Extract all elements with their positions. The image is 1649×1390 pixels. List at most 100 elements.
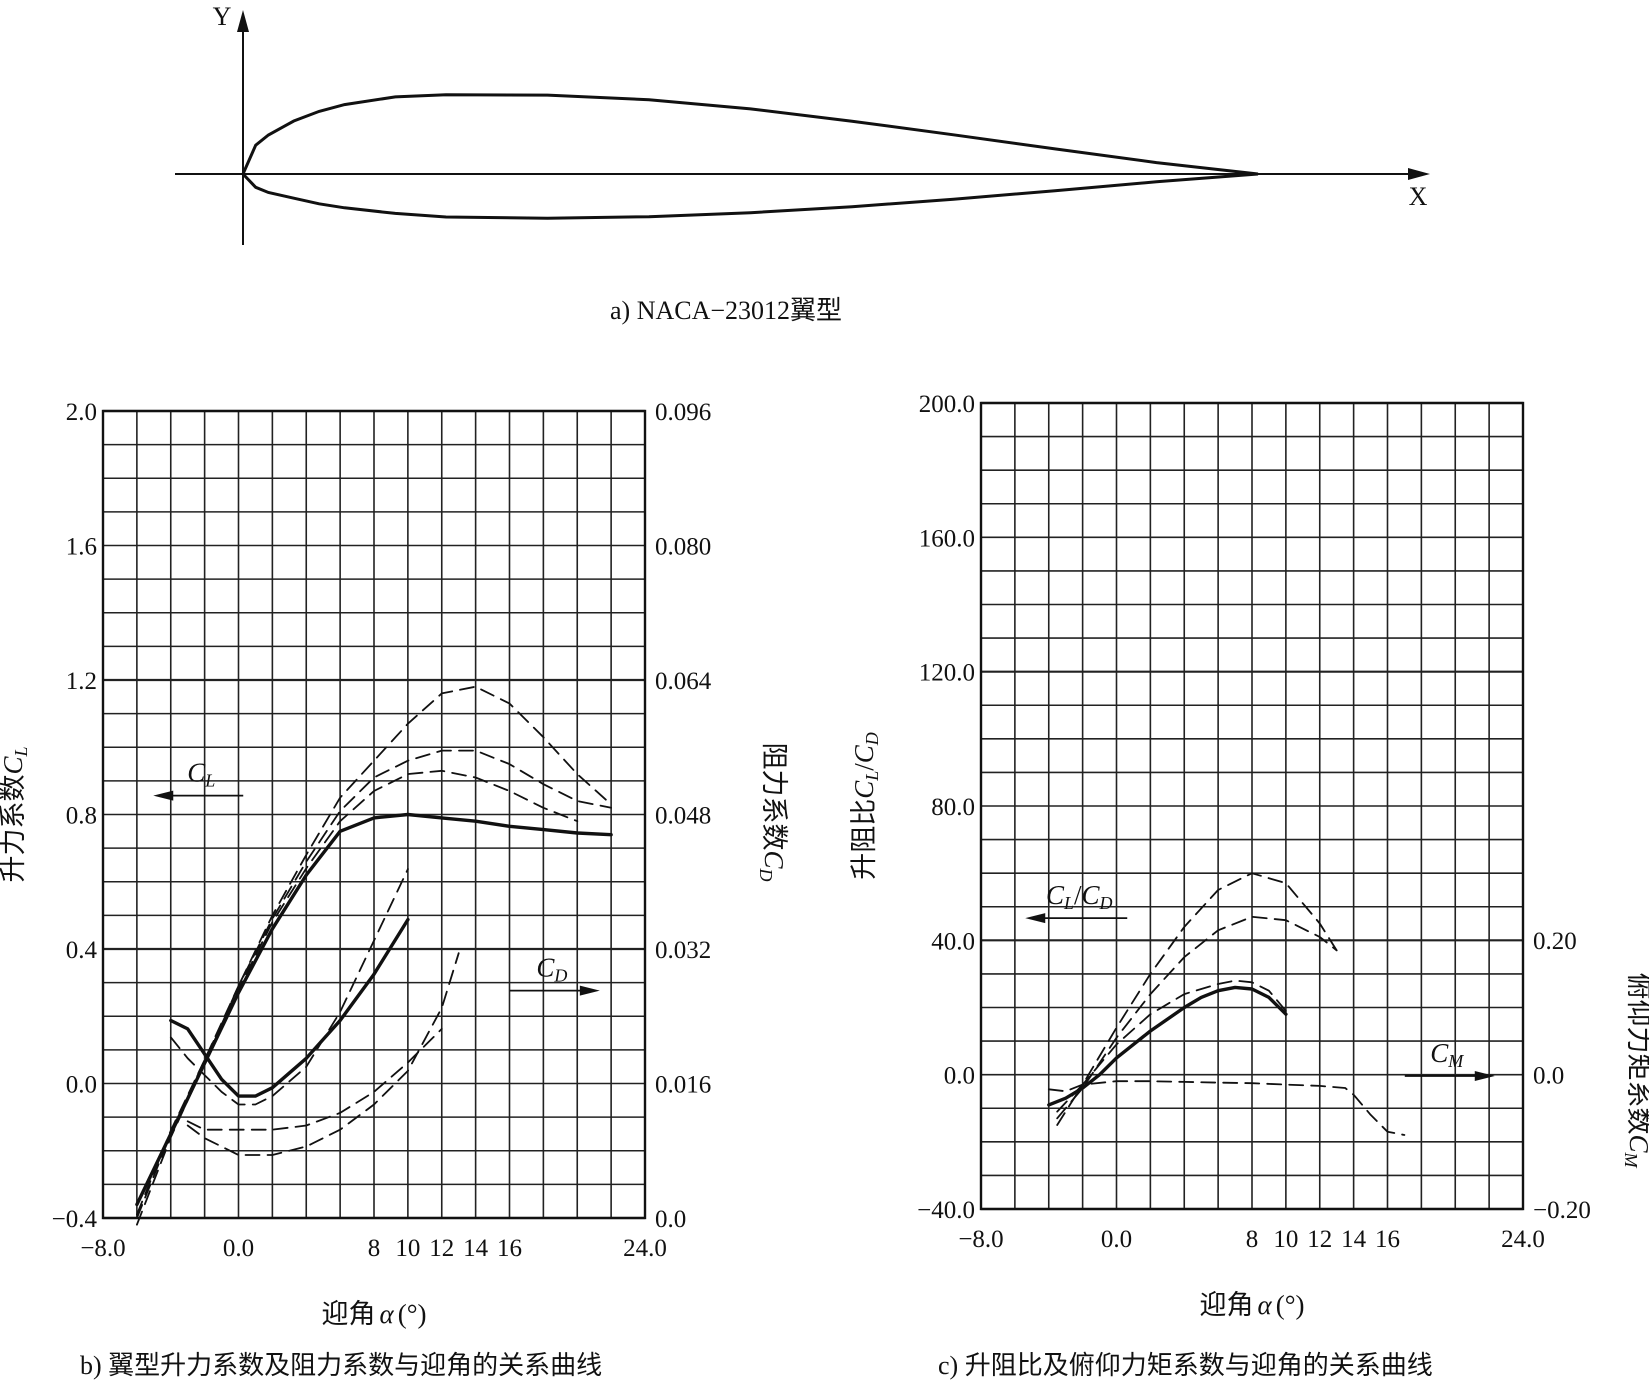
y-right-tick-label: 0.096: [655, 399, 711, 426]
x-axis-arrowhead: [1408, 168, 1430, 180]
annotation-symbol: C: [1430, 1038, 1449, 1068]
x-tick-label: 24.0: [1501, 1226, 1545, 1253]
y-left-axis-label-sub2: D: [862, 732, 882, 746]
airfoil-lower-surface: [241, 172, 1259, 220]
y-left-tick-label: 40.0: [931, 928, 975, 955]
x-tick-label: 24.0: [623, 1235, 667, 1262]
x-tick-label: 0.0: [1101, 1226, 1132, 1253]
annotation-sub2: D: [1099, 893, 1113, 913]
x-axis-label: X: [1409, 182, 1428, 211]
y-left-axis-label-sub: L: [11, 746, 31, 757]
y-left-tick-label: 0.0: [944, 1063, 975, 1090]
caption-b: b) 翼型升力系数及阻力系数与迎角的关系曲线: [80, 1351, 603, 1380]
y-right-tick-label: 0.20: [1533, 928, 1577, 955]
y-right-tick-label: 0.048: [655, 803, 711, 830]
x-axis-label: 迎角 α (°): [322, 1299, 427, 1329]
x-tick-label: 16: [1375, 1226, 1400, 1253]
series-line-5-dashed-right: [1047, 1080, 1406, 1136]
x-tick-label: 16: [497, 1235, 522, 1262]
series-line-3-dashed-left: [1056, 915, 1338, 1120]
y-left-tick-label: 80.0: [931, 794, 975, 821]
y-left-axis-label: 升阻比CL/CD: [849, 732, 882, 880]
y-right-tick-label: 0.032: [655, 937, 711, 964]
series-line-6-dashed-right: [169, 868, 409, 1106]
series-line-2-dashed-left: [1056, 979, 1287, 1126]
series-line-5-solid-right: [169, 917, 410, 1098]
y-right-tick-label: 0.0: [1533, 1063, 1564, 1090]
y-right-axis-label: 阻力系数CD: [756, 742, 789, 881]
airfoil-upper-surface: [241, 93, 1259, 176]
y-left-tick-label: 1.2: [66, 668, 97, 695]
annotation-symbol: C: [536, 953, 555, 983]
y-axis-label: Y: [213, 2, 232, 31]
y-left-tick-label: 2.0: [66, 399, 97, 426]
annotation-symbol: C: [187, 758, 206, 788]
y-right-tick-label: 0.0: [655, 1206, 686, 1233]
y-right-axis-label-symbol: C: [759, 850, 789, 869]
x-axis-label-text: 迎角: [1200, 1290, 1254, 1320]
plot-frame: [101, 409, 647, 1220]
x-tick-label: 14: [463, 1235, 489, 1262]
y-right-axis-label-sub: D: [756, 868, 776, 882]
annotation-label-1: CL: [187, 758, 215, 791]
series-line-3-dashed-left: [136, 749, 612, 1219]
y-left-tick-label: 200.0: [919, 391, 975, 418]
x-axis-label-text: 迎角: [322, 1299, 376, 1329]
chart-lift-drag-ratio-moment: −8.0 0.0 8 10 12 14 16 24.0 −40.0 0.0 40.0 80.0 120.…: [849, 391, 1649, 1320]
y-left-axis-label-slash: /: [849, 763, 879, 771]
x-axis-label-unit: (°): [398, 1299, 427, 1329]
x-tick-label: 10: [1273, 1226, 1298, 1253]
annotation-label-2: CD: [536, 953, 567, 986]
annotation-arrowhead-left: [1025, 913, 1046, 924]
series-line-4-dashed-left: [1056, 872, 1338, 1113]
y-axis-arrowhead: [237, 10, 249, 32]
annotation-sub: D: [553, 966, 567, 986]
annotation-symbol2: C: [1082, 880, 1101, 910]
x-axis-label-symbol: α: [1258, 1290, 1273, 1320]
y-right-axis-label-sub: M: [1621, 1152, 1641, 1169]
annotation-symbol: C: [1046, 880, 1065, 910]
y-left-axis-label-symbol: C: [849, 780, 879, 799]
annotation-slash: /: [1074, 880, 1082, 910]
y-left-tick-label: 0.0: [66, 1072, 97, 1099]
y-left-axis-label-text: 升力系数: [0, 775, 28, 883]
y-left-tick-label: 1.6: [66, 534, 97, 561]
y-left-axis-label: 升力系数CL: [0, 746, 31, 882]
annotation-label-1: CL/CD: [1046, 880, 1113, 913]
y-right-tick-label: −0.20: [1533, 1197, 1591, 1224]
annotation-sub: M: [1447, 1051, 1464, 1071]
x-axis-label: 迎角 α (°): [1200, 1290, 1305, 1320]
x-tick-label: 14: [1341, 1226, 1367, 1253]
series-line-1-solid-left: [1047, 985, 1288, 1107]
x-tick-label: 0.0: [223, 1235, 254, 1262]
y-right-axis-label-symbol: C: [1624, 1134, 1649, 1153]
x-axis-label-symbol: α: [380, 1299, 395, 1329]
chart-lift-drag: −8.0 0.0 8 10 12 14 16 24.0 −0.4 0.0 0.4 0.8 1.2 1.6 2…: [0, 399, 789, 1329]
y-right-tick-label: 0.016: [655, 1072, 711, 1099]
annotation-arrowhead-right: [1474, 1070, 1495, 1081]
series-line-8-dashed-right: [186, 1028, 443, 1131]
annotation-sub: L: [204, 771, 215, 791]
x-axis-label-unit: (°): [1276, 1290, 1305, 1320]
y-left-axis-label-sub: L: [862, 771, 882, 782]
y-left-tick-label: 120.0: [919, 660, 975, 687]
y-left-axis-label-symbol2: C: [849, 744, 879, 763]
annotation-arrowhead-right: [579, 985, 600, 996]
caption-a: a) NACA−23012翼型: [610, 296, 843, 325]
y-left-tick-label: 160.0: [919, 525, 975, 552]
y-left-axis-label-symbol: C: [0, 756, 28, 775]
y-right-tick-label: 0.064: [655, 668, 712, 695]
plot-frame: [979, 401, 1525, 1211]
y-left-tick-label: 0.8: [66, 803, 97, 830]
annotation-arrowhead-left: [153, 790, 174, 801]
x-tick-label: −8.0: [80, 1235, 125, 1262]
x-tick-label: 8: [368, 1235, 381, 1262]
annotation-sub: L: [1063, 893, 1074, 913]
y-left-tick-label: 0.4: [66, 937, 98, 964]
y-right-axis-label: 俯仰力矩系数CM: [1621, 972, 1649, 1168]
x-tick-label: 10: [395, 1235, 420, 1262]
y-left-tick-label: −40.0: [917, 1197, 975, 1224]
y-right-tick-label: 0.080: [655, 534, 711, 561]
series-line-4-dashed-left: [136, 769, 579, 1216]
